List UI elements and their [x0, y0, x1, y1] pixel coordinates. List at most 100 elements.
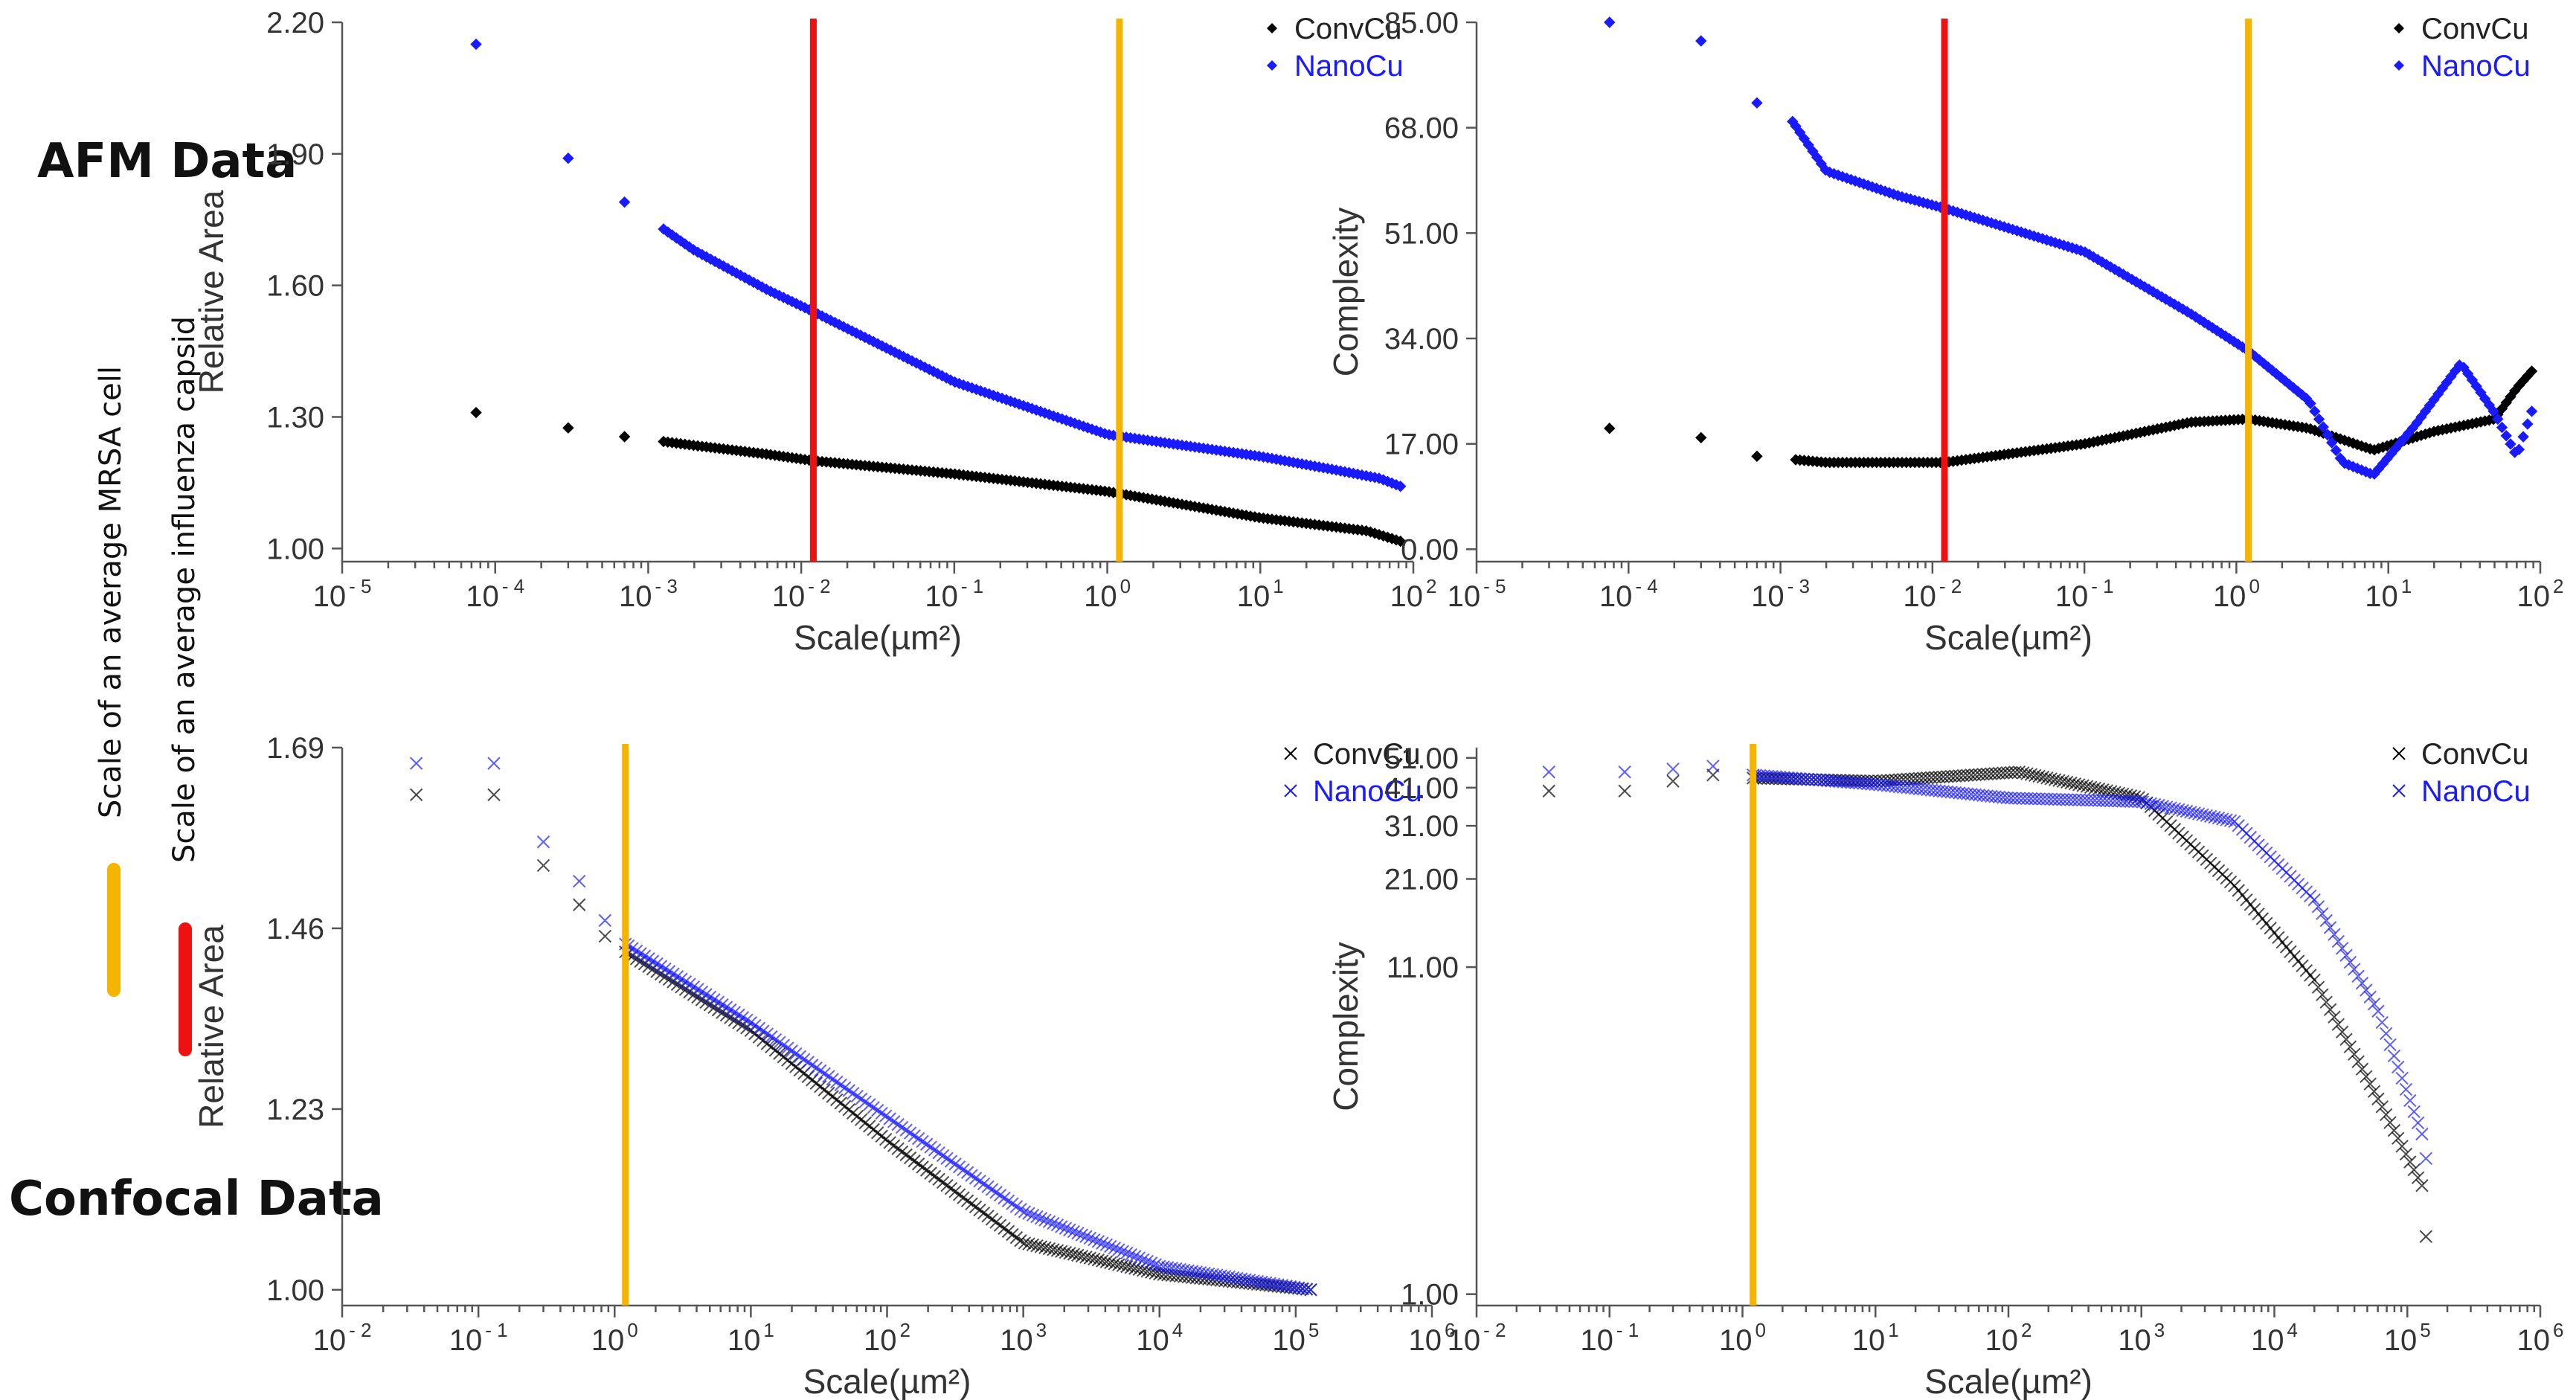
data-point [667, 967, 680, 981]
data-point [1075, 1249, 1089, 1263]
y-axis-title: Relative Area [192, 190, 231, 394]
data-point [1026, 1238, 1040, 1252]
data-point [2355, 976, 2369, 990]
data-point [2411, 1116, 2425, 1130]
data-point [2144, 797, 2157, 811]
y-tick-label: 2.20 [266, 7, 324, 39]
x-tick-label: 10 2 [1390, 575, 1437, 613]
data-point [1149, 1258, 1162, 1271]
data-point [1096, 1236, 1109, 1250]
data-point [2160, 800, 2174, 814]
data-point [1104, 1239, 1117, 1253]
data-point [1038, 1241, 1052, 1254]
data-point [2120, 788, 2133, 802]
data-point [1128, 1250, 1142, 1263]
data-point [2052, 774, 2066, 787]
data-point [1124, 1248, 1137, 1262]
data-point [2363, 990, 2377, 1004]
data-point [1067, 1224, 1081, 1239]
data-point [1751, 450, 1763, 463]
data-point [2287, 382, 2299, 394]
series-convcu [1542, 765, 2432, 1243]
x-tick-label: 10- 4 [1599, 575, 1658, 613]
data-point [2084, 780, 2098, 794]
data-point [2500, 430, 2512, 442]
influenza-scale-key [179, 922, 192, 1056]
y-axis-title: Complexity [1326, 208, 1365, 377]
data-point [1099, 1255, 1114, 1268]
data-point [2343, 1040, 2357, 1053]
data-point [2330, 444, 2342, 457]
data-point [2060, 775, 2074, 789]
data-point [1542, 784, 1555, 798]
data-point [1695, 431, 1707, 444]
data-point [2132, 794, 2145, 809]
data-point [1075, 1228, 1089, 1242]
data-point [2040, 771, 2054, 785]
data-point [2513, 443, 2525, 455]
data-point [2279, 375, 2291, 387]
data-point [2164, 801, 2177, 815]
data-point [2343, 955, 2357, 969]
data-point [2517, 431, 2529, 443]
data-point [707, 993, 721, 1006]
confocal-data-label: Confocal Data [9, 1172, 384, 1227]
data-point [1047, 1216, 1060, 1230]
data-point [2496, 421, 2508, 434]
data-point [2016, 766, 2030, 780]
data-point [646, 954, 660, 968]
data-point [699, 988, 713, 1001]
y-tick-label: 1.30 [266, 401, 324, 434]
data-point [2363, 1077, 2377, 1091]
data-point [2176, 803, 2189, 818]
data-point [2383, 1116, 2397, 1129]
data-point [1140, 1254, 1154, 1268]
y-tick-label: 85.00 [1384, 7, 1459, 39]
legend-marker [1267, 23, 1277, 33]
data-point [2387, 1123, 2401, 1137]
data-point [2383, 1038, 2397, 1052]
data-point [2088, 781, 2101, 795]
data-point [2313, 413, 2325, 426]
data-point [2223, 814, 2238, 827]
data-point [2492, 413, 2504, 426]
data-point [2136, 795, 2150, 809]
data-point [2180, 804, 2194, 818]
x-axis-title: Scale(µm²) [1924, 618, 2092, 657]
data-point [409, 757, 423, 770]
data-point [1666, 774, 1680, 788]
data-point [1116, 1259, 1130, 1273]
data-point [1018, 1236, 1032, 1250]
legend-marker [2394, 23, 2404, 33]
data-point [1604, 16, 1616, 28]
legend-marker [2392, 784, 2406, 797]
y-tick-label: 41.00 [1384, 772, 1459, 805]
data-point [2196, 808, 2209, 821]
data-point [1083, 1231, 1097, 1245]
data-point [727, 1006, 742, 1019]
data-point [2339, 948, 2353, 962]
data-point [2323, 921, 2337, 934]
series-nanocu [409, 757, 1317, 1297]
data-point [1695, 35, 1707, 47]
data-point [2024, 768, 2038, 781]
series-nanocu [1542, 760, 2432, 1165]
data-point [409, 788, 423, 802]
data-point [740, 1013, 754, 1027]
data-point [1751, 97, 1763, 109]
y-tick-label: 1.00 [1401, 1279, 1459, 1311]
data-point [711, 995, 725, 1009]
data-point [1047, 1243, 1060, 1256]
x-tick-label: 10 0 [591, 1319, 638, 1357]
data-point [2184, 806, 2197, 819]
x-tick-label: 10 0 [1719, 1319, 1766, 1357]
y-tick-label: 1.69 [266, 732, 324, 765]
data-point [1300, 1282, 1314, 1296]
data-point [2355, 1062, 2369, 1076]
y-tick-label: 1.00 [266, 1274, 324, 1307]
data-point [2048, 773, 2062, 786]
data-point [1055, 1245, 1068, 1259]
data-point [2407, 1105, 2421, 1119]
